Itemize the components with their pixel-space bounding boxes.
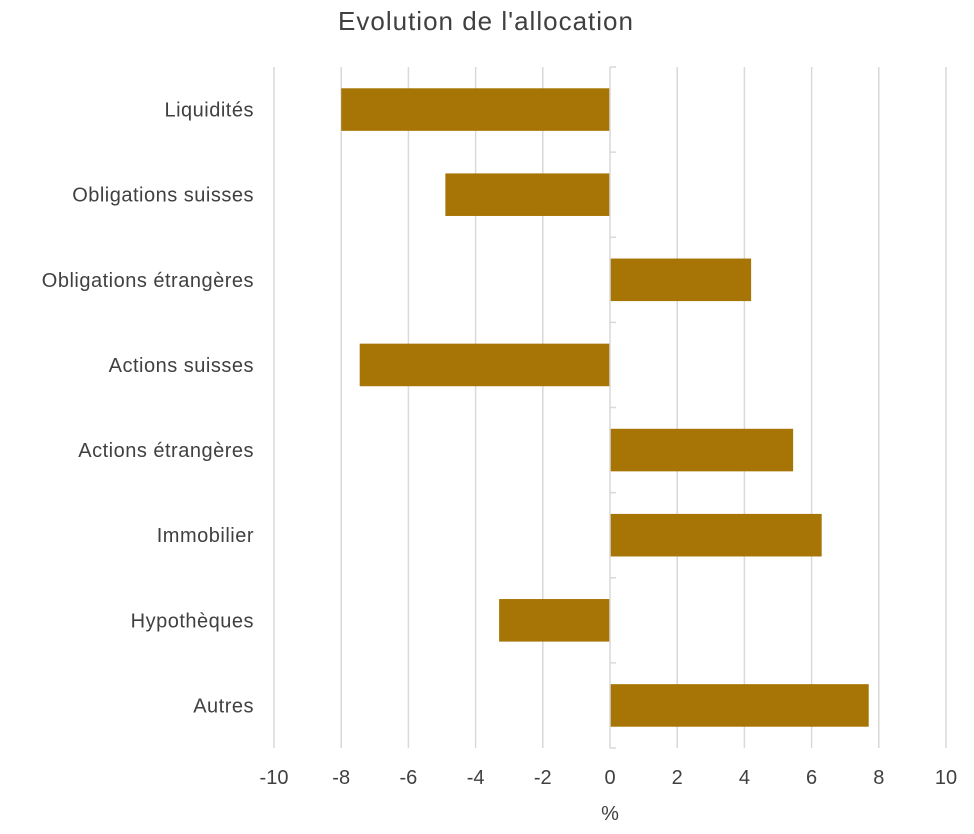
- category-label: Autres: [193, 695, 254, 717]
- bar: [610, 513, 822, 557]
- bar: [359, 343, 610, 387]
- x-tick-label: -4: [467, 767, 485, 789]
- bar: [445, 173, 610, 216]
- x-tick-label: 8: [873, 767, 884, 789]
- category-label: Obligations suisses: [72, 185, 254, 207]
- axes: [609, 66, 616, 749]
- x-tick-label: 0: [604, 767, 615, 789]
- bar: [610, 428, 794, 472]
- bar: [610, 258, 752, 302]
- x-tick-label: 6: [806, 767, 817, 789]
- x-axis-title: %: [601, 803, 619, 825]
- x-tick-label: -6: [400, 767, 418, 789]
- bar: [499, 599, 610, 642]
- x-tick-label: 4: [739, 767, 750, 789]
- labels: -10 -8 -6 -4 -2 0 2 4 6 8 10 Liquidités Obligations …: [42, 100, 957, 789]
- category-label: Immobilier: [157, 525, 254, 547]
- x-tick-label: 2: [672, 767, 683, 789]
- category-label: Actions étrangères: [78, 440, 254, 462]
- bar: [341, 88, 610, 131]
- x-tick-label: -2: [534, 767, 552, 789]
- x-tick-label: -10: [260, 767, 289, 789]
- category-label: Obligations étrangères: [42, 270, 254, 292]
- category-label: Actions suisses: [109, 355, 254, 377]
- x-tick-label: 10: [935, 767, 957, 789]
- category-label: Liquidités: [164, 100, 254, 122]
- x-tick-label: -8: [332, 767, 350, 789]
- bars: [341, 88, 869, 727]
- bar: [610, 684, 869, 727]
- chart-title: Evolution de l'allocation: [338, 6, 634, 36]
- category-label: Hypothèques: [131, 610, 254, 632]
